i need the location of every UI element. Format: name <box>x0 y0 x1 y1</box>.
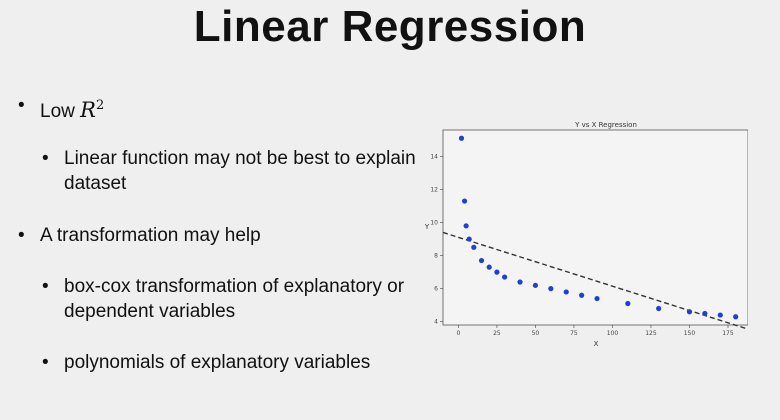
bullet-dot: • <box>42 148 49 169</box>
data-point <box>471 244 477 250</box>
y-tick-label: 8 <box>434 253 438 260</box>
axis-ticks: 0 25 50 75 100 125 150 175 4 6 8 10 12 14 <box>430 153 734 337</box>
x-tick-label: 150 <box>684 330 696 337</box>
data-point <box>478 257 485 264</box>
plot-area <box>442 129 749 326</box>
x-tick-label: 100 <box>607 330 619 337</box>
data-point <box>461 198 468 204</box>
chart-title: Y vs X Regression <box>574 121 637 129</box>
y-tick-label: 14 <box>430 153 438 160</box>
bullet-linear-function: • Linear function may not be best to exp… <box>42 146 422 196</box>
r-squared-math: R2 <box>80 98 105 122</box>
y-tick-label: 6 <box>434 286 438 293</box>
bullet-polynomials: • polynomials of explanatory variables <box>42 350 422 375</box>
bullet-dot: • <box>42 276 49 297</box>
y-tick-label: 4 <box>434 319 438 326</box>
regression-chart: Y vs X Regression 0 25 50 75 100 125 150 175 4 6 8… <box>418 118 749 348</box>
bullet-box-cox: • box-cox transformation of explanatory … <box>42 274 422 324</box>
slide-title: Linear Regression <box>193 2 587 51</box>
data-point <box>686 309 693 315</box>
data-point <box>563 289 569 295</box>
x-tick-label: 75 <box>570 330 578 337</box>
y-tick-label: 10 <box>430 220 438 227</box>
bullet-low-r2: • Low R2 <box>18 94 104 123</box>
bullet-text: box-cox transformation of explanatory or… <box>64 276 405 322</box>
x-tick-label: 25 <box>493 330 501 337</box>
data-point <box>502 274 508 280</box>
data-point <box>656 305 662 312</box>
x-tick-label: 125 <box>645 330 657 337</box>
data-point <box>494 269 500 275</box>
data-point <box>733 314 739 320</box>
data-point <box>594 295 600 302</box>
regression-fit-line <box>442 231 749 330</box>
fit-line-group <box>442 231 749 330</box>
data-points <box>458 135 739 320</box>
bullet-text: Linear function may not be best to expla… <box>64 148 416 194</box>
x-tick-label: 0 <box>456 330 460 337</box>
data-point <box>458 135 465 141</box>
y-tick-label: 12 <box>430 186 438 193</box>
bullet-dot: • <box>18 95 25 116</box>
data-point <box>486 264 492 270</box>
bullet-transformation: • A transformation may help <box>18 224 261 247</box>
data-point <box>466 236 472 242</box>
x-axis-label: X <box>594 340 599 348</box>
bullet-dot: • <box>18 225 25 246</box>
bullet-dot: • <box>42 352 49 373</box>
data-point <box>548 286 554 292</box>
chart-svg: Y vs X Regression 0 25 50 75 100 125 150 175 4 6 8… <box>424 121 749 348</box>
bullet-text: Low R2 <box>40 98 105 122</box>
bullet-text: polynomials of explanatory variables <box>64 352 371 373</box>
data-point <box>702 310 708 317</box>
data-point <box>579 292 585 298</box>
data-point <box>517 279 523 285</box>
data-point <box>717 312 723 318</box>
data-point <box>463 223 469 229</box>
bullet-text: A transformation may help <box>40 225 261 246</box>
x-tick-label: 50 <box>532 330 540 337</box>
data-point <box>625 300 631 307</box>
y-axis-label: Y <box>424 223 430 231</box>
x-tick-label: 175 <box>722 330 734 337</box>
data-point <box>532 282 539 288</box>
